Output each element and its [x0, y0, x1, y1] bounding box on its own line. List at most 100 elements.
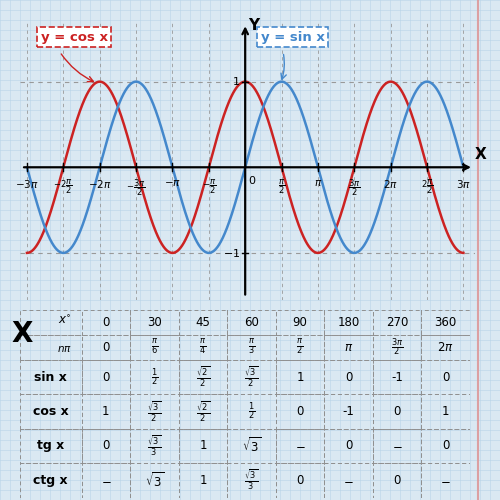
Text: $x^{\circ}$: $x^{\circ}$ — [58, 314, 71, 328]
Bar — [20, 335, 82, 360]
Bar — [324, 429, 373, 463]
Bar — [422, 394, 470, 429]
Bar — [373, 360, 422, 394]
Text: $-$: $-$ — [295, 440, 306, 452]
Bar — [178, 394, 227, 429]
Text: $-1$: $-1$ — [223, 247, 240, 259]
Text: 30: 30 — [147, 316, 162, 329]
Text: 0: 0 — [345, 440, 352, 452]
Text: -1: -1 — [391, 370, 403, 384]
Text: $\frac{\pi}{2}$: $\frac{\pi}{2}$ — [296, 338, 304, 357]
Bar — [276, 310, 324, 335]
Bar — [82, 335, 130, 360]
Bar — [20, 310, 82, 335]
Text: cos x: cos x — [33, 405, 68, 418]
Text: $-\dfrac{\pi}{2}$: $-\dfrac{\pi}{2}$ — [202, 178, 216, 196]
Text: $\frac{\sqrt{3}}{3}$: $\frac{\sqrt{3}}{3}$ — [148, 434, 162, 458]
Text: y = cos x: y = cos x — [40, 30, 108, 44]
Bar — [227, 360, 276, 394]
Bar — [130, 463, 178, 498]
Text: 60: 60 — [244, 316, 259, 329]
Text: $-2\pi$: $-2\pi$ — [88, 178, 112, 190]
Bar — [276, 335, 324, 360]
Text: 0: 0 — [394, 474, 401, 487]
Text: $-$: $-$ — [440, 474, 451, 487]
Bar — [324, 335, 373, 360]
Text: 0: 0 — [296, 405, 304, 418]
Bar — [227, 310, 276, 335]
Text: 0: 0 — [296, 474, 304, 487]
Bar — [130, 394, 178, 429]
Text: $-2\dfrac{\pi}{2}$: $-2\dfrac{\pi}{2}$ — [54, 178, 73, 196]
Bar — [373, 394, 422, 429]
Text: $\frac{\sqrt{2}}{2}$: $\frac{\sqrt{2}}{2}$ — [196, 365, 210, 390]
Bar — [276, 394, 324, 429]
Text: 0: 0 — [442, 440, 450, 452]
Text: $2\dfrac{\pi}{2}$: $2\dfrac{\pi}{2}$ — [420, 178, 434, 196]
Text: X: X — [474, 147, 486, 162]
Text: $\frac{1}{2}$: $\frac{1}{2}$ — [151, 366, 158, 388]
Text: 0: 0 — [442, 370, 450, 384]
Bar — [20, 429, 82, 463]
Text: $\pi$: $\pi$ — [314, 178, 322, 188]
Text: 180: 180 — [338, 316, 359, 329]
Text: $-\pi$: $-\pi$ — [164, 178, 181, 188]
Bar — [276, 463, 324, 498]
Bar — [373, 310, 422, 335]
Text: -1: -1 — [342, 405, 354, 418]
Text: $\dfrac{3\pi}{2}$: $\dfrac{3\pi}{2}$ — [348, 178, 360, 198]
Text: $\sqrt{3}$: $\sqrt{3}$ — [145, 471, 164, 490]
Text: $\frac{\sqrt{3}}{2}$: $\frac{\sqrt{3}}{2}$ — [244, 365, 258, 390]
Text: tg x: tg x — [37, 440, 64, 452]
Bar — [373, 463, 422, 498]
Text: $\frac{\sqrt{3}}{2}$: $\frac{\sqrt{3}}{2}$ — [148, 400, 162, 423]
Text: ctg x: ctg x — [34, 474, 68, 487]
Text: $-3\pi$: $-3\pi$ — [15, 178, 39, 190]
Text: $\mathbf{X}$: $\mathbf{X}$ — [11, 320, 34, 348]
Text: 0: 0 — [102, 370, 110, 384]
Text: $-$: $-$ — [100, 474, 111, 487]
Bar — [227, 429, 276, 463]
Bar — [422, 463, 470, 498]
Bar — [178, 335, 227, 360]
Text: $n\pi$: $n\pi$ — [57, 344, 72, 354]
Text: $-$: $-$ — [344, 474, 354, 487]
Text: $2\pi$: $2\pi$ — [438, 341, 454, 354]
Bar — [422, 335, 470, 360]
Text: 1: 1 — [296, 370, 304, 384]
Bar — [324, 360, 373, 394]
Text: 1: 1 — [199, 474, 206, 487]
Text: 0: 0 — [394, 405, 401, 418]
Text: 90: 90 — [292, 316, 308, 329]
Bar — [373, 335, 422, 360]
Text: $\frac{\pi}{6}$: $\frac{\pi}{6}$ — [151, 338, 158, 357]
Bar — [324, 463, 373, 498]
Text: $3\pi$: $3\pi$ — [456, 178, 471, 190]
Text: 1: 1 — [199, 440, 206, 452]
Bar — [82, 310, 130, 335]
Text: 1: 1 — [233, 76, 240, 86]
Bar — [82, 394, 130, 429]
Text: 360: 360 — [434, 316, 457, 329]
Text: $\frac{1}{2}$: $\frac{1}{2}$ — [248, 400, 255, 422]
Text: 0: 0 — [345, 370, 352, 384]
Bar — [227, 394, 276, 429]
Text: $\frac{\sqrt{3}}{3}$: $\frac{\sqrt{3}}{3}$ — [244, 468, 258, 492]
Text: 45: 45 — [196, 316, 210, 329]
Bar — [82, 360, 130, 394]
Bar — [178, 360, 227, 394]
Bar — [178, 463, 227, 498]
Text: $\dfrac{\pi}{2}$: $\dfrac{\pi}{2}$ — [278, 178, 285, 196]
Text: 0: 0 — [248, 176, 256, 186]
Bar — [324, 310, 373, 335]
Bar — [130, 429, 178, 463]
Bar — [178, 310, 227, 335]
Text: $-$: $-$ — [392, 440, 402, 452]
Text: y = sin x: y = sin x — [260, 30, 324, 44]
Text: $2\pi$: $2\pi$ — [383, 178, 398, 190]
Text: $\frac{3\pi}{2}$: $\frac{3\pi}{2}$ — [391, 336, 404, 358]
Bar — [276, 429, 324, 463]
Bar — [227, 463, 276, 498]
Bar — [373, 429, 422, 463]
Bar — [276, 360, 324, 394]
